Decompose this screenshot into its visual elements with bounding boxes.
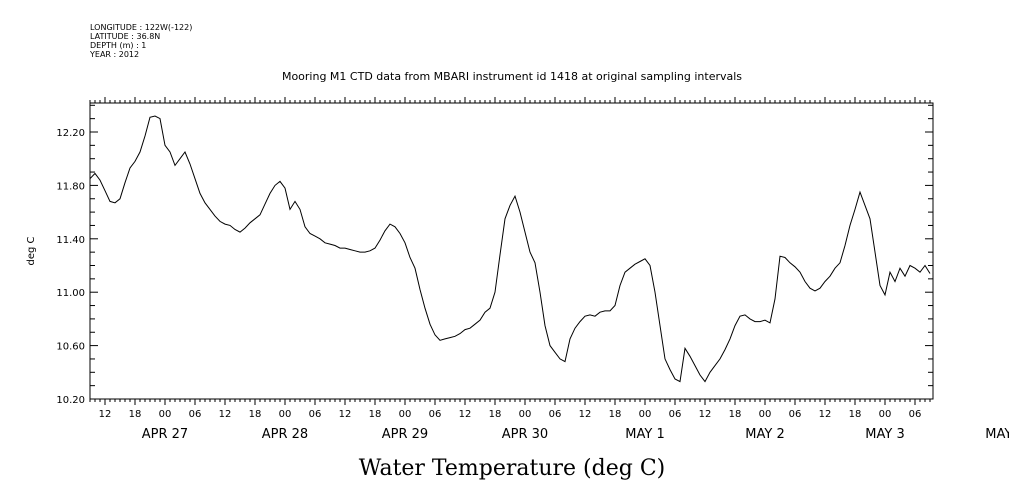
y-tick-label: 11.00 <box>56 288 85 299</box>
metadata-block: LONGITUDE : 122W(-122) LATITUDE : 36.8N … <box>89 23 192 59</box>
x-tick-label: 00 <box>159 409 172 420</box>
plot-frame <box>89 102 934 400</box>
day-label: MAY 1 <box>625 427 664 442</box>
day-label: APR 27 <box>142 427 188 442</box>
x-axis: 12 18 00 06 12 18 00 06 12 18 00 06 12 18 00 06 12 18 00 06… <box>99 409 922 420</box>
x-tick-label: 12 <box>339 409 352 420</box>
y-tick-label: 10.20 <box>56 395 85 406</box>
y-axis-label: deg C <box>26 236 37 265</box>
x-axis-title: Water Temperature (deg C) <box>359 456 666 481</box>
x-tick-label: 18 <box>609 409 622 420</box>
x-tick-label: 00 <box>279 409 292 420</box>
day-label: MAY 2 <box>745 427 784 442</box>
x-tick-label: 18 <box>729 409 742 420</box>
x-tick-label: 00 <box>879 409 892 420</box>
day-label: MAY 4 <box>985 427 1009 442</box>
x-tick-label: 06 <box>549 409 562 420</box>
minor-ticks <box>89 97 931 405</box>
day-label: APR 29 <box>382 427 428 442</box>
y-tick-label: 11.40 <box>56 235 85 246</box>
y-tick-label: 12.20 <box>56 128 85 139</box>
y-tick-label: 11.80 <box>56 181 85 192</box>
x-tick-label: 18 <box>129 409 142 420</box>
x-tick-label: 06 <box>189 409 202 420</box>
x-tick-label: 18 <box>249 409 262 420</box>
y-axis: 10.20 10.60 11.00 11.40 11.80 12.20 <box>56 104 933 406</box>
x-tick-label: 18 <box>849 409 862 420</box>
series-group <box>89 115 931 383</box>
x-tick-label: 18 <box>489 409 502 420</box>
x-tick-label: 06 <box>309 409 322 420</box>
x-tick-label: 00 <box>519 409 532 420</box>
year-label: YEAR : 2012 <box>89 50 139 59</box>
x-tick-label: 06 <box>909 409 922 420</box>
x-tick-label: 00 <box>639 409 652 420</box>
x-tick-label: 12 <box>579 409 592 420</box>
chart-title: Mooring M1 CTD data from MBARI instrumen… <box>282 70 742 83</box>
x-tick-label: 06 <box>789 409 802 420</box>
day-label: APR 30 <box>502 427 548 442</box>
day-labels: APR 27 APR 28 APR 29 APR 30 MAY 1 MAY 2 MAY 3 M… <box>142 427 1009 442</box>
x-tick-label: 00 <box>399 409 412 420</box>
day-label: MAY 3 <box>865 427 904 442</box>
longitude-label: LONGITUDE : 122W(-122) <box>90 23 192 32</box>
x-tick-label: 12 <box>99 409 112 420</box>
x-tick-label: 18 <box>369 409 382 420</box>
x-tick-label: 06 <box>429 409 442 420</box>
x-tick-label: 06 <box>669 409 682 420</box>
x-tick-label: 12 <box>819 409 832 420</box>
temperature-series-line <box>89 115 931 383</box>
x-tick-label: 12 <box>219 409 232 420</box>
day-label: APR 28 <box>262 427 308 442</box>
y-tick-label: 10.60 <box>56 342 85 353</box>
x-tick-label: 00 <box>759 409 772 420</box>
x-tick-label: 12 <box>699 409 712 420</box>
x-tick-label: 12 <box>459 409 472 420</box>
depth-label: DEPTH (m) : 1 <box>90 41 146 50</box>
latitude-label: LATITUDE : 36.8N <box>90 32 160 41</box>
